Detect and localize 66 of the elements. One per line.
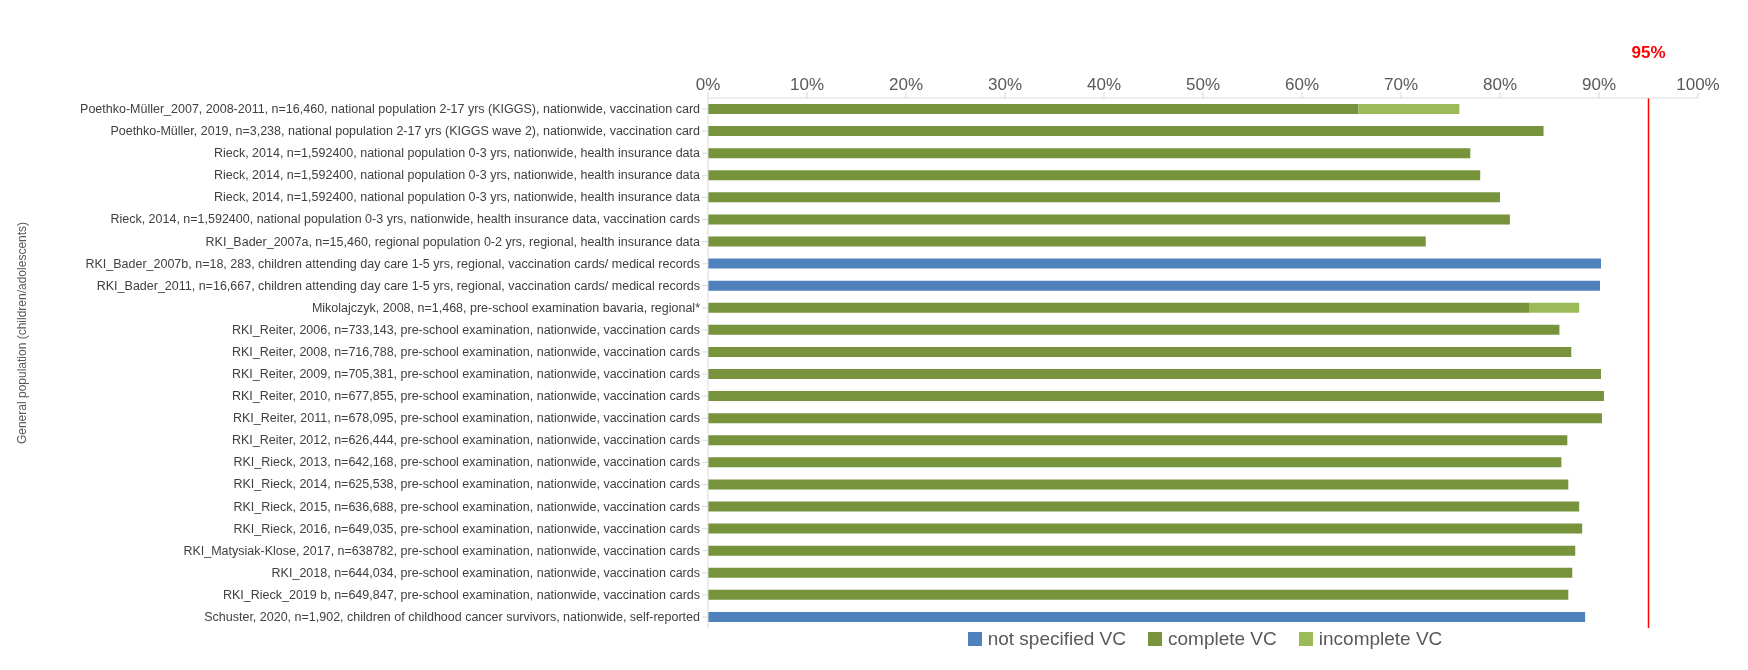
bar: [708, 523, 1583, 534]
x-tick-label: 40%: [1086, 75, 1122, 94]
y-tick-label: RKI_Reiter, 2011, n=678,095, pre-school examination, nationwide, vaccination cards: [232, 411, 700, 426]
y-tick-label: RKI_Bader_2007b, n=18, 283, children attending day care 1-5 yrs, regional, vaccination cards/ medical records: [85, 256, 700, 271]
y-tick-label: RKI_Reiter, 2009, n=705,381, pre-school examination, nationwide, vaccination cards: [232, 367, 700, 382]
bar: [708, 302, 1530, 313]
y-tick-label: Rieck, 2014, n=1,592400, national population 0-3 yrs, nationwide, health insurance data: [213, 146, 701, 161]
y-tick-label: RKI_Rieck, 2016, n=649,035, pre-school examination, nationwide, vaccination cards: [233, 521, 700, 536]
bar: [708, 611, 1586, 622]
bar: [708, 457, 1562, 468]
y-tick-label: Rieck, 2014, n=1,592400, national population 0-3 yrs, nationwide, health insurance data: [213, 168, 701, 183]
x-tick-label: 20%: [888, 75, 924, 94]
y-tick-label: RKI_Rieck, 2013, n=642,168, pre-school examination, nationwide, vaccination cards: [233, 455, 700, 470]
y-tick-label: RKI_Bader_2011, n=16,667, children attending day care 1-5 yrs, regional, vaccination cards/ medical records: [96, 278, 700, 293]
y-tick-label: Poethko-Müller_2007, 2008-2011, n=16,460, national population 2-17 yrs (KIGGS), nationwide, vaccination card: [80, 102, 701, 117]
x-tick-label: 0%: [695, 75, 721, 94]
y-tick-label: RKI_Rieck, 2015, n=636,688, pre-school examination, nationwide, vaccination cards: [233, 499, 700, 514]
bar: [708, 369, 1601, 379]
legend-label: incomplete VC: [1317, 628, 1443, 650]
y-tick-label: RKI_Rieck_2019 b, n=649,847, pre-school examination, nationwide, vaccination cards: [222, 587, 700, 602]
y-tick-label: RKI_Reiter, 2006, n=733,143, pre-school examination, nationwide, vaccination cards: [232, 322, 700, 337]
x-tick-label: 50%: [1185, 75, 1221, 94]
bar: [708, 258, 1601, 269]
y-tick-label: Mikolajczyk, 2008, n=1,468, pre-school examination bavaria, regional*: [311, 300, 701, 315]
bar: [708, 346, 1572, 357]
x-tick-label: 90%: [1581, 75, 1617, 94]
x-tick-label: 60%: [1284, 75, 1320, 94]
bar: [708, 192, 1500, 203]
x-tick-label: 100%: [1676, 75, 1720, 94]
bar: [708, 324, 1560, 335]
y-tick-label: RKI_2018, n=644,034, pre-school examination, nationwide, vaccination cards: [271, 565, 700, 580]
y-tick-label: Rieck, 2014, n=1,592400, national population 0-3 yrs, nationwide, health insurance data, vaccination cards: [110, 212, 700, 227]
bar: [708, 126, 1544, 137]
x-tick-label: 80%: [1482, 75, 1518, 94]
y-tick-label: RKI_Reiter, 2010, n=677,855, pre-school examination, nationwide, vaccination cards: [232, 389, 700, 404]
bar: [708, 501, 1580, 512]
bar: [1529, 302, 1580, 313]
bar: [708, 589, 1569, 600]
y-tick-label: RKI_Rieck, 2014, n=625,538, pre-school examination, nationwide, vaccination cards: [233, 477, 700, 492]
bar: [1358, 104, 1460, 114]
ref-line-label: 95%: [1631, 43, 1666, 62]
bar: [708, 391, 1604, 402]
x-tick-label: 10%: [789, 75, 825, 94]
legend-label: complete VC: [1167, 628, 1277, 650]
bar: [708, 567, 1573, 578]
y-tick-label: Rieck, 2014, n=1,592400, national population 0-3 yrs, nationwide, health insurance data: [213, 190, 701, 205]
bar: [708, 545, 1576, 556]
bar: [708, 148, 1471, 159]
y-tick-label: Schuster, 2020, n=1,902, children of childhood cancer survivors, nationwide, self-reported: [204, 609, 701, 624]
y-tick-label: RKI_Reiter, 2012, n=626,444, pre-school examination, nationwide, vaccination cards: [232, 433, 700, 448]
bar: [708, 479, 1569, 490]
y-tick-label: Poethko-Müller, 2019, n=3,238, national population 2-17 yrs (KIGGS wave 2), nationwide, vaccination card: [110, 124, 701, 139]
bar: [708, 435, 1568, 446]
y-axis-title: General population (children/adolescents): [15, 221, 30, 445]
y-tick-label: RKI_Reiter, 2008, n=716,788, pre-school examination, nationwide, vaccination cards: [232, 344, 700, 359]
bar: [708, 280, 1600, 291]
bar: [708, 236, 1426, 247]
y-tick-label: RKI_Bader_2007a, n=15,460, regional population 0-2 yrs, regional, health insurance data: [205, 234, 701, 249]
y-tick-label: RKI_Matysiak-Klose, 2017, n=638782, pre-school examination, nationwide, vaccination cards: [183, 543, 700, 558]
bar: [708, 104, 1359, 114]
bar: [708, 214, 1510, 225]
x-tick-label: 30%: [987, 75, 1023, 94]
legend-label: not specified VC: [986, 628, 1126, 650]
x-tick-label: 70%: [1383, 75, 1419, 94]
bar: [708, 170, 1481, 181]
bar: [708, 413, 1602, 424]
